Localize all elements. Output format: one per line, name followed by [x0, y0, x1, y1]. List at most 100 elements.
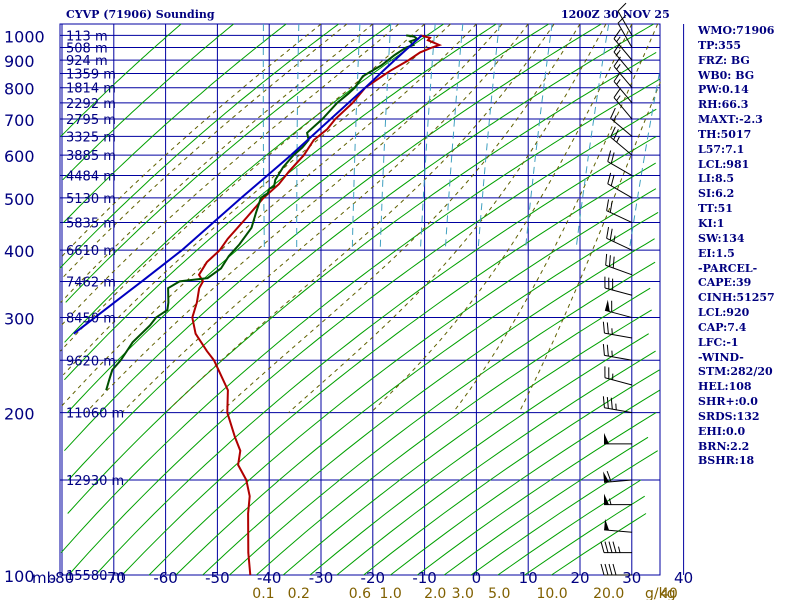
wind-barb-flag — [612, 256, 615, 269]
wind-barb-flag — [606, 344, 609, 357]
mixing-ratio-label: 3.0 — [452, 586, 474, 600]
wind-barb-staff — [604, 479, 633, 483]
chart-title: CYVP (71906) Sounding — [66, 8, 215, 21]
wind-barb-flag — [606, 470, 612, 482]
index-item: SI:6.2 — [698, 187, 735, 201]
index-item: TP:355 — [698, 38, 742, 52]
wind-barb-flag — [605, 253, 608, 266]
index-item: CINH:51257 — [698, 291, 775, 305]
index-item: LFC:-1 — [698, 335, 739, 349]
wind-barb-flag — [608, 563, 613, 576]
wind-barb-flag — [613, 42, 621, 53]
dry-adiabat — [551, 513, 647, 576]
index-item: FRZ: BG — [698, 53, 750, 67]
wind-barb — [604, 518, 633, 533]
moist-adiabat — [288, 23, 607, 413]
grid-lines — [59, 23, 685, 576]
dry-adiabat — [65, 23, 392, 303]
wind-barb-staff — [613, 97, 633, 120]
wind-barb-flag — [608, 255, 611, 267]
index-item: EHI:0.0 — [698, 424, 746, 438]
wind-barb-staff — [604, 377, 633, 386]
wind-barb-flag — [610, 107, 616, 119]
pressure-tick-label: 100 — [4, 567, 35, 586]
chart-datetime: 1200Z 30 NOV 25 — [561, 8, 670, 21]
wind-barb-staff — [617, 10, 633, 36]
wind-barbs — [600, 2, 633, 576]
dry-adiabat — [64, 23, 444, 343]
wind-barb — [606, 226, 633, 251]
wind-barb-flag — [610, 126, 616, 138]
height-label: 1814 m — [66, 82, 116, 97]
wind-barb-flag — [606, 397, 609, 409]
x-tick-label: -70 — [102, 569, 127, 587]
wind-barb-half-flag — [616, 64, 621, 70]
wind-barb-staff — [610, 136, 633, 156]
height-label: 2795 m — [66, 113, 116, 128]
height-label: 924 m — [66, 54, 108, 69]
mixing-ratio-line — [524, 23, 553, 251]
wind-barb-flag — [609, 228, 613, 241]
dry-adiabat — [64, 23, 602, 452]
moist-adiabat — [121, 23, 529, 413]
dry-adiabat — [390, 389, 660, 576]
index-item: SW:134 — [698, 231, 745, 245]
moist-adiabat — [60, 23, 374, 303]
wind-barb-flag — [606, 226, 610, 239]
wind-barb-flag — [607, 172, 612, 184]
wind-barb — [602, 396, 633, 414]
wind-barb-staff — [617, 22, 633, 48]
index-item: KI:1 — [698, 216, 725, 230]
wind-barb-flag — [600, 541, 605, 553]
x-tick-label: 0 — [472, 569, 482, 587]
pressure-tick-label: 700 — [4, 111, 35, 130]
x-tick-label: 10 — [519, 569, 538, 587]
x-tick-label: -20 — [361, 569, 386, 587]
wind-barb — [607, 172, 633, 199]
dry-adiabat — [60, 78, 661, 554]
dry-adiabat — [63, 23, 287, 223]
dry-adiabat — [256, 287, 651, 576]
index-item: HEL:108 — [698, 380, 752, 394]
wind-barb — [602, 344, 633, 361]
pressure-tick-label: 800 — [4, 80, 35, 99]
wind-barb-flag — [602, 396, 605, 408]
dry-adiabat — [336, 350, 656, 576]
wind-barb-staff — [607, 161, 633, 176]
mixing-ratio-unit-label: g/kg — [645, 586, 676, 600]
mixing-ratio-line — [477, 23, 500, 251]
wind-barb-half-flag — [616, 136, 620, 143]
x-tick-label: -30 — [309, 569, 334, 587]
wind-barb-staff — [613, 51, 633, 74]
wind-barb-flag — [602, 344, 605, 356]
height-label: 5835 m — [66, 217, 116, 232]
indices-list: WMO:71906 TP:355 FRZ: BG WB0: BG PW:0.14 RH:6… — [698, 24, 775, 469]
wind-barb — [604, 493, 632, 506]
wind-barb-flag — [609, 201, 613, 213]
wind-barb-flag — [600, 563, 605, 576]
wind-barb — [604, 299, 633, 319]
index-item: WB0: BG — [698, 68, 755, 82]
wind-barb-half-flag — [613, 115, 617, 122]
dry-adiabat — [60, 23, 182, 137]
dry-adiabat — [148, 188, 657, 576]
mixing-ratio-line — [575, 23, 610, 251]
mixing-ratio-label: 10.0 — [536, 586, 567, 600]
wind-barb-half-flag — [613, 235, 616, 242]
mixing-ratio-label: 0.1 — [252, 586, 274, 600]
dry-adiabat — [363, 369, 660, 576]
mixing-ratio-line — [628, 73, 660, 251]
index-item: BSHR:18 — [698, 454, 755, 468]
wind-barb — [607, 150, 633, 176]
wind-barb-staff — [607, 183, 633, 199]
wind-barb — [602, 321, 633, 339]
x-tick-label: -60 — [153, 569, 178, 587]
pressure-tick-label: 400 — [4, 242, 35, 261]
wind-barb-flag — [606, 199, 610, 211]
index-item: RH:66.3 — [698, 98, 749, 112]
parcel-line — [73, 34, 423, 335]
wind-barb-pennant — [604, 493, 609, 505]
mixing-ratio-line — [444, 23, 464, 251]
mixing-ratio-label: 0.2 — [288, 586, 310, 600]
temperature-line — [191, 34, 443, 575]
